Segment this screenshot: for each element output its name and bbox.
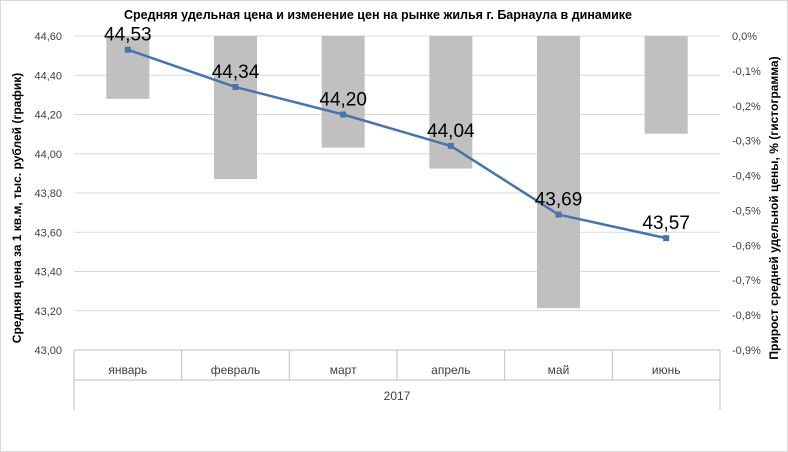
bar bbox=[536, 36, 581, 309]
data-label: 43,57 bbox=[642, 213, 690, 234]
data-point bbox=[124, 46, 131, 53]
y-right-tick-label: -0,6% bbox=[732, 240, 761, 252]
y-left-tick-label: 44,20 bbox=[34, 110, 62, 122]
bar bbox=[213, 36, 258, 180]
y-right-axis-title: Прирост средней удельной цены, % (гистог… bbox=[767, 56, 781, 359]
y-left-tick-label: 43,80 bbox=[34, 188, 62, 200]
bar-layer bbox=[106, 36, 688, 309]
y-left-tick-label: 43,20 bbox=[34, 306, 62, 318]
y-left-tick-label: 43,00 bbox=[34, 345, 62, 357]
y-left-tick-label: 43,40 bbox=[34, 267, 62, 279]
y-right-tick-label: -0,1% bbox=[732, 66, 761, 78]
y-right-tick-label: -0,8% bbox=[732, 310, 761, 322]
data-point bbox=[340, 111, 347, 118]
data-point bbox=[663, 235, 670, 242]
x-tick-label: февраль bbox=[211, 363, 261, 377]
bar bbox=[321, 36, 365, 148]
x-tick-label: июнь bbox=[652, 363, 681, 377]
data-point bbox=[232, 84, 239, 91]
y-right-tick-label: -0,4% bbox=[732, 171, 761, 183]
x-tick-label: март bbox=[330, 363, 357, 377]
x-tick-label: январь bbox=[108, 363, 147, 377]
data-point bbox=[555, 211, 562, 218]
y-right-tick-label: -0,3% bbox=[732, 136, 761, 148]
chart-title: Средняя удельная цена и изменение цен на… bbox=[124, 8, 632, 22]
x-tick-label: май bbox=[548, 363, 570, 377]
y-left-tick-label: 43,60 bbox=[34, 227, 62, 239]
data-label: 44,04 bbox=[427, 121, 475, 142]
price-line bbox=[127, 48, 667, 240]
y-left-tick-label: 44,60 bbox=[34, 31, 62, 43]
data-point bbox=[447, 142, 454, 149]
data-label: 44,34 bbox=[212, 62, 260, 83]
bar bbox=[106, 36, 150, 99]
data-label: 44,20 bbox=[319, 90, 367, 111]
data-label: 43,69 bbox=[535, 190, 583, 211]
y-right-tick-label: -0,2% bbox=[732, 101, 761, 113]
x-tick-label: апрель bbox=[431, 363, 470, 377]
axis-layer: 43,00 43,20 43,40 43,60 43,80 44,00 44,20 44,40… bbox=[34, 31, 761, 410]
y-left-axis-title: Средняя цена за 1 кв.м, тыс. рублей (гра… bbox=[10, 73, 24, 343]
y-right-tick-label: 0,0% bbox=[732, 31, 757, 43]
y-right-tick-label: -0,7% bbox=[732, 275, 761, 287]
y-right-tick-label: -0,9% bbox=[732, 345, 761, 357]
data-label: 44,53 bbox=[104, 25, 152, 46]
y-left-tick-label: 44,40 bbox=[34, 70, 62, 82]
x-group-label: 2017 bbox=[384, 389, 411, 403]
y-left-tick-label: 44,00 bbox=[34, 149, 62, 161]
bar bbox=[644, 36, 688, 134]
y-right-tick-label: -0,5% bbox=[732, 205, 761, 217]
line-layer bbox=[124, 46, 670, 242]
label-layer: 44,53 44,34 44,20 44,04 43,69 43,57 bbox=[104, 25, 690, 234]
